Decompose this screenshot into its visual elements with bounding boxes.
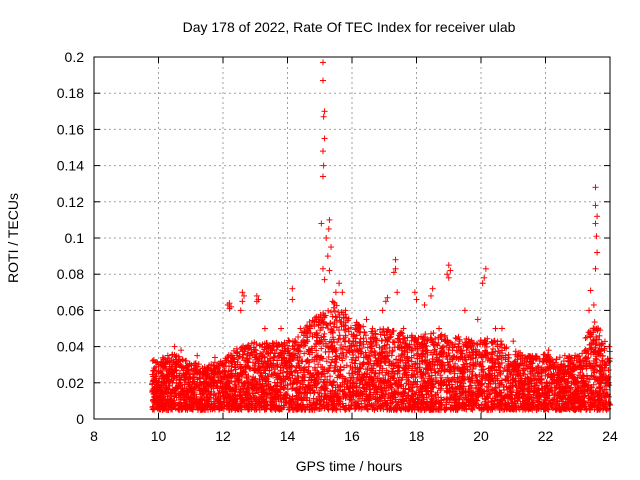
band-point	[432, 369, 439, 376]
band-point	[328, 359, 335, 366]
band-point	[359, 404, 366, 411]
band-point	[150, 367, 157, 374]
band-point	[240, 351, 247, 358]
band-point	[315, 361, 322, 368]
band-point	[593, 359, 600, 366]
band-point	[331, 307, 338, 314]
band-point	[353, 376, 360, 383]
band-point	[345, 328, 352, 335]
band-point	[349, 366, 356, 373]
band-point	[334, 374, 341, 381]
band-point	[606, 382, 613, 389]
band-point	[389, 347, 396, 354]
grid-lines	[94, 57, 610, 419]
band-point	[330, 336, 337, 343]
band-point	[500, 368, 507, 375]
band-point	[556, 354, 563, 361]
band-point	[380, 325, 387, 332]
band-point	[381, 358, 388, 365]
band-point	[345, 325, 352, 332]
band-point	[325, 307, 332, 314]
band-point	[332, 353, 339, 360]
band-point	[305, 363, 312, 370]
band-point	[325, 354, 332, 361]
band-point	[273, 346, 280, 353]
band-point	[272, 382, 279, 389]
chart-title: Day 178 of 2022, Rate Of TEC Index for r…	[183, 19, 516, 35]
band-point	[341, 327, 348, 334]
band-point	[321, 336, 328, 343]
band-point	[376, 370, 383, 377]
band-point	[271, 379, 278, 386]
band-point	[326, 373, 333, 380]
band-point	[438, 336, 445, 343]
band-point	[487, 390, 494, 397]
band-point	[458, 347, 465, 354]
band-point	[386, 344, 393, 351]
band-point	[560, 358, 567, 365]
dense-data-band	[149, 299, 613, 413]
band-point	[492, 348, 499, 355]
band-point	[346, 370, 353, 377]
band-point	[584, 375, 591, 382]
band-point	[364, 365, 371, 372]
band-point	[347, 324, 354, 331]
band-point	[413, 368, 420, 375]
band-point	[321, 330, 328, 337]
band-point	[323, 321, 330, 328]
band-point	[591, 319, 598, 326]
band-point	[474, 341, 481, 348]
band-point	[357, 340, 364, 347]
band-point	[330, 299, 337, 306]
band-point	[575, 353, 582, 360]
band-point	[295, 333, 302, 340]
band-point	[301, 350, 308, 357]
